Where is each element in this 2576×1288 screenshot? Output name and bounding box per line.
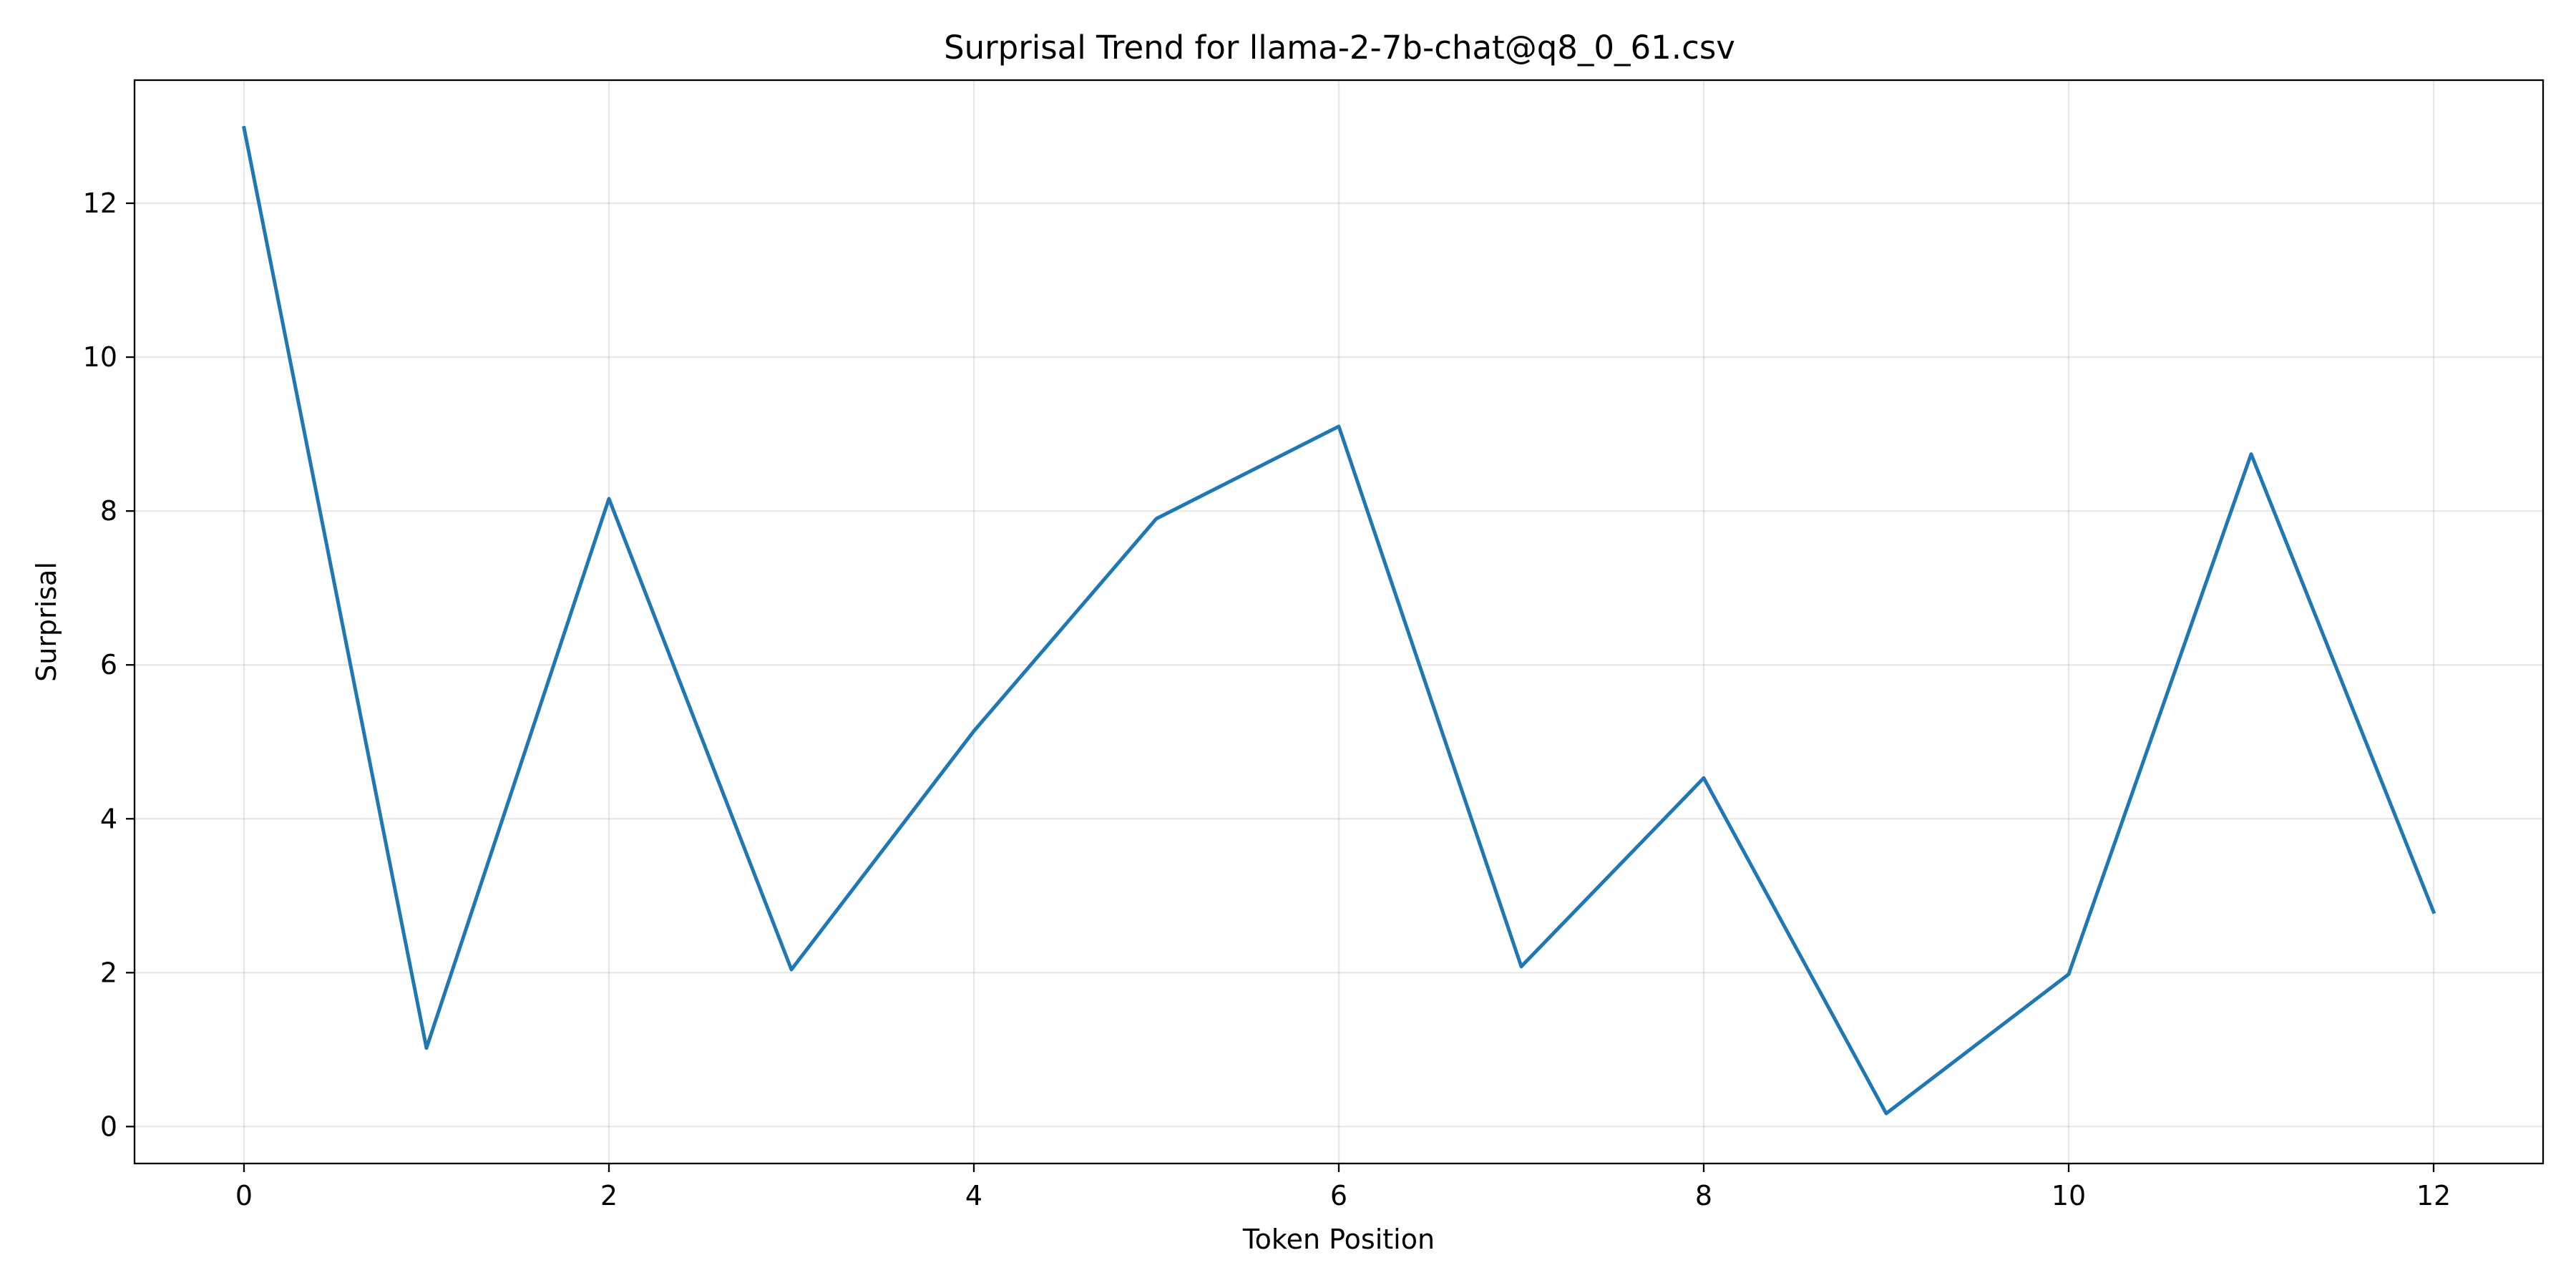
x-axis-label: Token Position: [1242, 1224, 1435, 1255]
axis-ticks: 0 2 4 6 8 10 12 0 2 4 6 8 10 12: [83, 187, 2451, 1211]
chart-title: Surprisal Trend for llama-2-7b-chat@q8_0…: [944, 29, 1735, 67]
series-line: [242, 125, 2436, 1116]
x-tick-label: 12: [2416, 1180, 2451, 1211]
x-tick-label: 4: [965, 1180, 982, 1211]
x-tick-label: 0: [235, 1180, 253, 1211]
x-tick-label: 2: [600, 1180, 618, 1211]
grid: [135, 80, 2543, 1163]
y-tick-label: 10: [83, 341, 117, 373]
y-axis-label: Surprisal: [31, 562, 62, 682]
y-tick-label: 2: [100, 957, 117, 988]
y-tick-label: 4: [100, 803, 117, 834]
x-tick-label: 6: [1330, 1180, 1347, 1211]
y-tick-label: 6: [100, 649, 117, 680]
y-tick-label: 12: [83, 187, 117, 219]
y-tick-label: 0: [100, 1111, 117, 1142]
x-tick-label: 8: [1695, 1180, 1712, 1211]
x-tick-label: 10: [2051, 1180, 2086, 1211]
y-tick-label: 8: [100, 495, 117, 527]
